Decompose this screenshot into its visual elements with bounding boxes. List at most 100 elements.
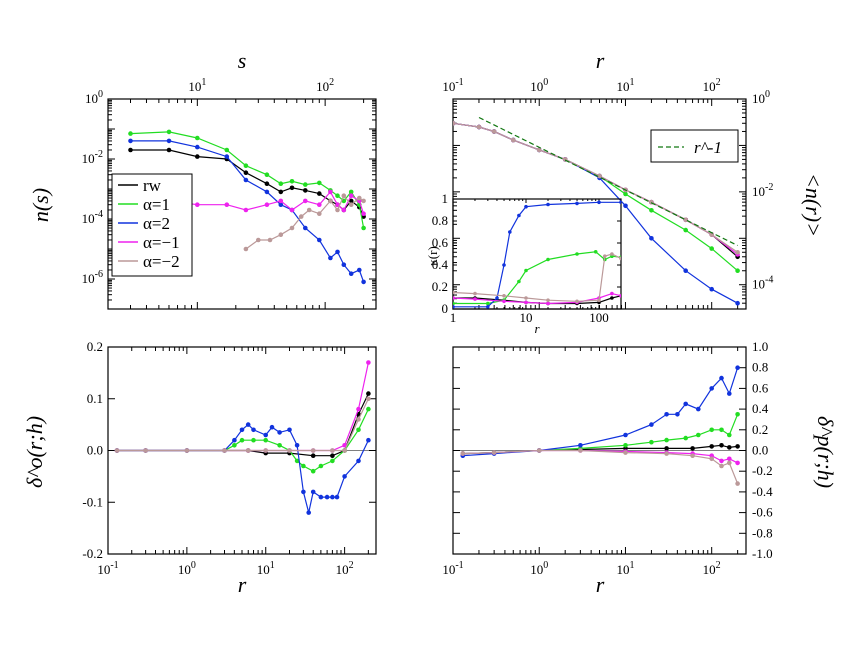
legend-label-am1: α=−1: [143, 233, 180, 252]
y-tick-label: 10-2: [82, 149, 103, 166]
x-tick-label: 102: [703, 560, 721, 577]
y-tick-label: 0.0: [752, 443, 768, 458]
data-point: [195, 154, 200, 159]
data-point: [263, 437, 269, 443]
dp-ylabel: δ^p(r;h): [813, 416, 838, 488]
legend-nr: r^-1: [650, 129, 739, 163]
data-point: [269, 424, 275, 430]
data-point: [623, 191, 628, 197]
data-point: [328, 255, 333, 261]
data-point: [278, 232, 284, 237]
data-point: [578, 448, 583, 453]
data-point: [298, 214, 304, 219]
data-point: [303, 188, 308, 193]
data-point: [453, 121, 456, 126]
series-line-am1: [130, 183, 365, 214]
series-line-am2: [462, 449, 739, 484]
data-point: [342, 448, 347, 453]
data-point: [575, 252, 579, 256]
data-point: [536, 448, 542, 453]
data-point: [306, 207, 312, 213]
x-tick-label: 102: [703, 77, 721, 94]
y-tick-label: -0.4: [752, 484, 773, 499]
y-tick-label: 1.0: [752, 339, 768, 354]
data-point: [524, 268, 528, 273]
data-point: [623, 443, 628, 448]
data-point: [696, 406, 701, 412]
data-point: [597, 298, 601, 303]
series-line-am1: [117, 362, 369, 452]
data-point: [243, 207, 249, 213]
series-line-a1: [453, 251, 621, 305]
series-line-a2: [117, 423, 369, 513]
data-point: [649, 422, 654, 427]
data-point: [727, 456, 732, 462]
data-point: [342, 474, 347, 479]
data-point: [683, 435, 688, 441]
data-point: [251, 427, 256, 433]
data-point: [267, 237, 273, 243]
nr-xlabel: r: [596, 48, 605, 73]
ns-ylabel: n(s): [28, 188, 53, 222]
y-tick-label: 1: [442, 191, 449, 206]
data-point: [224, 154, 230, 159]
data-point: [277, 443, 282, 448]
x-tick-label: 101: [257, 560, 275, 577]
legend-label-am2: α=−2: [143, 252, 180, 271]
data-point: [683, 268, 688, 274]
data-point: [318, 463, 324, 469]
data-point: [306, 510, 312, 515]
data-point: [287, 427, 292, 433]
data-point: [709, 232, 714, 237]
x-tick-label: 100: [530, 560, 548, 577]
data-point: [597, 173, 602, 179]
data-point: [361, 225, 366, 231]
data-point: [264, 202, 270, 207]
data-point: [735, 460, 740, 466]
data-point: [735, 444, 740, 449]
data-point: [575, 201, 579, 206]
data-point: [224, 202, 230, 207]
x-tick-label: 10-1: [442, 77, 463, 94]
y-tick-label: 0.0: [87, 443, 103, 458]
data-point: [277, 430, 282, 435]
data-point: [224, 147, 230, 153]
data-point: [317, 191, 322, 196]
y-tick-label: 10-4: [82, 209, 103, 226]
y-tick-label: 0.4: [752, 401, 769, 416]
data-point: [294, 458, 300, 464]
x-tick-label: 10-1: [442, 560, 463, 577]
series-line-am2: [117, 398, 369, 452]
data-point: [287, 448, 292, 453]
data-point: [366, 391, 371, 396]
data-point: [735, 250, 740, 255]
data-point: [524, 204, 528, 209]
data-point: [683, 217, 688, 223]
data-point: [348, 271, 354, 277]
panel-ns-frame: [107, 98, 377, 310]
data-point: [330, 448, 335, 453]
do-xlabel: r: [238, 572, 247, 597]
data-point: [575, 299, 579, 304]
data-point: [255, 237, 261, 243]
y-tick-label: 100: [85, 89, 103, 106]
data-point: [232, 443, 237, 448]
legend-box: [111, 173, 193, 277]
data-point: [453, 296, 455, 300]
series-line-a2: [453, 201, 621, 308]
y-tick-label: 10-6: [82, 269, 103, 286]
data-point: [649, 439, 654, 445]
data-point: [735, 365, 740, 371]
data-point: [342, 443, 347, 448]
data-point: [366, 437, 371, 443]
series-line-rw: [130, 149, 365, 217]
data-point: [361, 279, 366, 285]
legend-label-rw: rw: [143, 176, 162, 195]
data-point: [495, 296, 499, 300]
series-line-am2: [245, 194, 364, 250]
data-point: [251, 437, 256, 443]
data-point: [335, 193, 340, 198]
data-point: [536, 147, 542, 153]
data-point: [278, 189, 284, 195]
data-point: [735, 268, 740, 274]
